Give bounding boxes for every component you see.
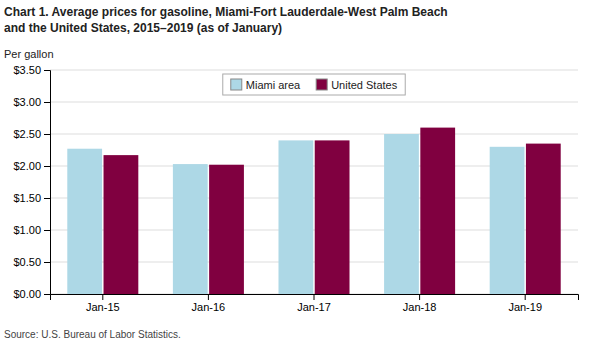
tick-mark: [44, 262, 50, 263]
tick: Jan-15: [86, 294, 120, 313]
legend-box: [223, 74, 405, 95]
bar: [420, 128, 455, 294]
title: and the United States, 2015–2019 (as of …: [4, 21, 282, 35]
tick-label: Jan-15: [86, 301, 120, 313]
legend-label: Miami area: [246, 79, 301, 91]
tick-label: $2.50: [13, 128, 41, 140]
tick: Jan-17: [297, 294, 331, 313]
tick-mark: [44, 294, 50, 295]
axis-line: [44, 71, 51, 295]
bar: [67, 149, 102, 294]
tick-mark: [314, 294, 315, 300]
series: [67, 134, 524, 294]
x-axis: Jan-15 Jan-16 Jan-17 Jan-18 Jan-19: [51, 294, 579, 313]
bar: [209, 165, 244, 294]
tick-label: $3.50: [13, 64, 41, 76]
title: Chart 1. Average prices for gasoline, Mi…: [4, 5, 448, 19]
tick-label: $2.00: [13, 160, 41, 172]
grid-line: [50, 134, 578, 135]
tick-mark: [525, 294, 526, 300]
chart: Chart 1. Average prices for gasoline, Mi…: [0, 0, 593, 344]
tick-label: $1.50: [13, 192, 41, 204]
grid: [50, 70, 578, 294]
grid-line: [50, 70, 578, 71]
series: [104, 128, 561, 294]
tick-mark: [102, 294, 103, 300]
legend-label: United States: [331, 79, 398, 91]
bar: [278, 140, 313, 294]
tick: $3.00: [13, 96, 50, 108]
tick: Jan-16: [192, 294, 226, 313]
grid-line: [50, 102, 578, 103]
tick-label: Jan-18: [403, 301, 437, 313]
tick-label: $3.00: [13, 96, 41, 108]
bar: [173, 164, 208, 294]
tick-mark: [208, 294, 209, 300]
axis-line: [51, 295, 579, 301]
tick: $3.50: [13, 64, 50, 76]
tick: $0.50: [13, 256, 50, 268]
plot: $0.00 $0.50 $1.00 $1.50 $2.00 $2.50 $3.00 $3.50…: [13, 64, 578, 313]
tick: Jan-18: [403, 294, 437, 313]
source: Source: U.S. Bureau of Labor Statistics.: [4, 329, 181, 340]
legend-swatch: [316, 79, 327, 90]
tick: $2.50: [13, 128, 50, 140]
tick: $1.50: [13, 192, 50, 204]
tick-label: Jan-19: [508, 301, 542, 313]
tick-mark: [44, 230, 50, 231]
y-axis-label: Per gallon: [4, 48, 54, 60]
legend: Miami area United States: [223, 74, 405, 95]
tick-mark: [44, 134, 50, 135]
tick-mark: [44, 70, 50, 71]
bar: [315, 140, 350, 294]
tick: $0.00: [13, 288, 50, 300]
tick-mark: [44, 102, 50, 103]
tick: $2.00: [13, 160, 50, 172]
tick: Jan-19: [508, 294, 542, 313]
legend-item: United States: [316, 79, 398, 91]
legend-item: Miami area: [231, 79, 301, 91]
tick-label: $0.00: [13, 288, 41, 300]
y-axis: $0.00 $0.50 $1.00 $1.50 $2.00 $2.50 $3.00 $3.50: [13, 64, 50, 300]
legend-swatch: [231, 79, 242, 90]
tick-mark: [44, 166, 50, 167]
bar: [384, 134, 419, 294]
tick-label: Jan-16: [192, 301, 226, 313]
tick-mark: [419, 294, 420, 300]
bar: [490, 147, 525, 294]
bar: [526, 144, 561, 294]
bar: [104, 155, 139, 294]
tick-mark: [44, 198, 50, 199]
tick-label: Jan-17: [297, 301, 331, 313]
tick: $1.00: [13, 224, 50, 236]
tick-label: $1.00: [13, 224, 41, 236]
bars: [67, 128, 560, 294]
tick-label: $0.50: [13, 256, 41, 268]
